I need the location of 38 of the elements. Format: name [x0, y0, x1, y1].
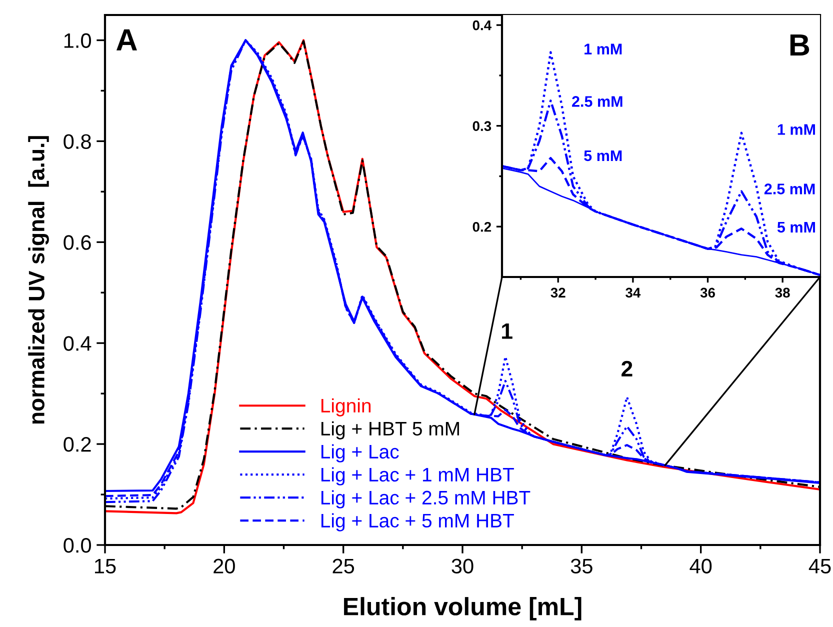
y-tick-label: 0.2 — [64, 437, 91, 452]
y-axis-title: normalized UV signal [a.u.] — [28, 136, 49, 424]
x-tick-label: 34 — [626, 288, 641, 298]
y-tick-label: 0.4 — [472, 20, 492, 30]
y-tick-label: 0.0 — [64, 538, 91, 553]
x-tick-label: 25 — [332, 558, 354, 574]
annotation: 5 mM — [777, 222, 815, 233]
y-tick-label: 0.2 — [472, 222, 492, 232]
x-axis-title: Elution volume [mL] — [344, 597, 582, 620]
y-tick-label: 1.0 — [64, 33, 91, 48]
annotation: A — [116, 29, 137, 50]
y-tick-label: 0.6 — [64, 235, 91, 250]
annotation: B — [790, 34, 810, 56]
x-tick-label: 20 — [214, 558, 235, 574]
annotation: 1 mM — [584, 44, 622, 54]
legend-label: Lig + Lac + 5 mM HBT — [321, 513, 514, 532]
annotation: 2 — [622, 360, 632, 376]
x-tick-label: 36 — [700, 288, 715, 298]
annotation: 1 — [502, 323, 512, 339]
y-tick-label: 0.4 — [64, 336, 92, 351]
x-tick-label: 40 — [690, 558, 712, 574]
x-tick-label: 32 — [550, 288, 566, 298]
annotation: 2.5 mM — [764, 184, 815, 194]
legend-label: Lignin — [321, 398, 371, 416]
legend-label: Lig + Lac + 1 mM HBT — [321, 467, 514, 486]
annotation: 5 mM — [584, 150, 622, 162]
x-tick-label: 45 — [808, 558, 831, 574]
x-tick-label: 38 — [775, 288, 790, 298]
x-tick-label: 30 — [452, 558, 474, 574]
y-tick-label: 0.3 — [472, 121, 492, 132]
x-tick-label: 15 — [95, 558, 116, 574]
x-tick-label: 35 — [570, 558, 592, 574]
annotation: 1 mM — [778, 124, 815, 135]
legend-label: Lig + Lac + 2.5 mM HBT — [321, 490, 530, 508]
legend-label: Lig + Lac — [321, 444, 399, 462]
annotation: 2.5 mM — [572, 96, 622, 107]
y-tick-label: 0.8 — [64, 134, 91, 149]
legend-label: Lig + HBT 5 mM — [321, 421, 459, 440]
